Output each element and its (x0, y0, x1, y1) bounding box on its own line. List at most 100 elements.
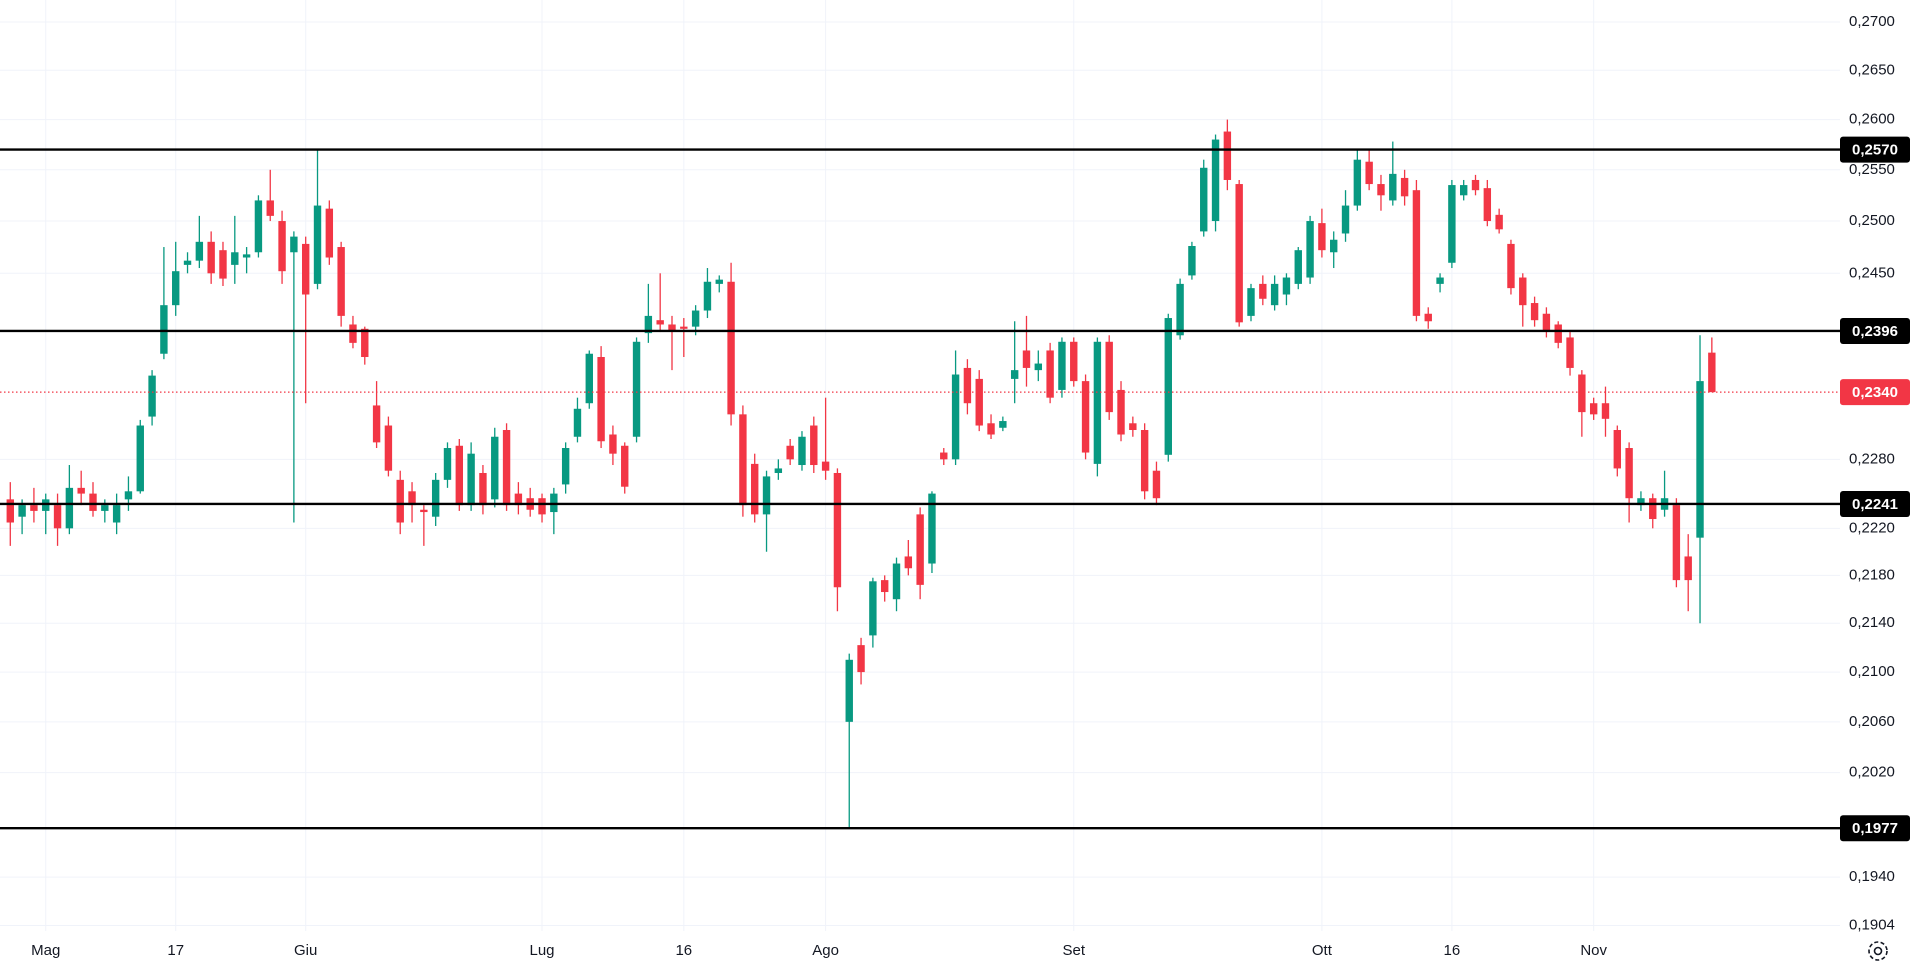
level-label: 0,2396 (1852, 323, 1898, 340)
candle-body (1318, 223, 1326, 251)
candle-body (1140, 430, 1149, 492)
candle-body (1034, 363, 1043, 371)
y-tick-label: 0,1904 (1849, 917, 1895, 934)
candle-body (361, 328, 369, 358)
candle-body (337, 247, 345, 316)
candle-body (1530, 303, 1539, 321)
candle-body (231, 252, 239, 265)
y-tick-label: 0,2450 (1849, 264, 1895, 281)
candle-body (1448, 185, 1456, 263)
candle-body (621, 445, 629, 487)
candle-body (774, 468, 783, 473)
candle-body (1400, 177, 1409, 197)
candle-body (916, 514, 924, 585)
candle-body (1105, 341, 1113, 413)
candle-body (431, 479, 440, 517)
candle-body (656, 320, 664, 325)
candle-body (1259, 283, 1267, 299)
candle-body (160, 305, 168, 354)
last-price-label: 0,2340 (1852, 384, 1898, 401)
candle-body (18, 505, 26, 517)
candle-body (1471, 179, 1480, 191)
candle-body (1708, 352, 1716, 393)
y-tick-label: 0,1940 (1849, 868, 1895, 885)
candle-body (1483, 188, 1492, 222)
candle-body (940, 452, 948, 460)
candle-body (136, 425, 144, 492)
candle-body (1672, 505, 1681, 581)
x-tick-label: 16 (1444, 942, 1461, 959)
candle-body (1093, 341, 1102, 464)
candle-body (124, 491, 133, 500)
candle-body (1282, 277, 1291, 295)
candle-body (242, 254, 251, 258)
level-label: 0,1977 (1852, 820, 1898, 837)
candle-body (89, 493, 97, 511)
candle-body (112, 505, 121, 523)
candle-body (751, 463, 759, 515)
candle-body (313, 205, 322, 284)
candle-body (266, 200, 274, 216)
candle-body (420, 509, 428, 513)
candle-body (1377, 184, 1385, 196)
candle-body (1365, 161, 1373, 185)
candle-body (1353, 159, 1362, 206)
y-tick-label: 0,2700 (1849, 13, 1895, 30)
candle-body (1211, 139, 1220, 222)
x-tick-label: Ott (1312, 942, 1333, 959)
level-label: 0,2570 (1852, 142, 1898, 159)
candle-body (6, 499, 14, 523)
candle-body (101, 505, 109, 511)
candle-body (928, 493, 936, 564)
candle-body (1341, 205, 1350, 234)
level-label: 0,2241 (1852, 496, 1898, 513)
candle-body (963, 367, 972, 404)
candle-body (987, 423, 995, 435)
candle-body (1330, 239, 1338, 253)
candle-body (443, 448, 452, 480)
candle-body (514, 493, 523, 506)
candle-body (857, 645, 865, 673)
x-tick-label: Giu (294, 942, 317, 959)
candle-body (1519, 277, 1527, 306)
candle-body (290, 236, 298, 253)
candle-body (798, 436, 806, 466)
y-tick-label: 0,2220 (1849, 519, 1895, 536)
candle-body (1566, 337, 1574, 368)
candle-body (467, 453, 475, 506)
candle-body (1613, 430, 1622, 469)
candle-body (254, 200, 263, 253)
candle-body (845, 659, 853, 722)
gear-outer (1868, 941, 1888, 961)
candle-body (999, 421, 1007, 428)
candle-body (1164, 318, 1172, 455)
grid (0, 0, 1840, 931)
candle-body (833, 472, 842, 588)
candle-body (1495, 214, 1503, 230)
candle-body (1176, 283, 1184, 336)
candle-body (1601, 403, 1610, 419)
candle-body (810, 425, 818, 466)
x-tick-label: Lug (530, 942, 555, 959)
candle-body (172, 271, 180, 306)
y-tick-label: 0,2100 (1849, 663, 1895, 680)
overlay: 0,2700 0,2650 0,2600 0,2550 0,2500 0,2450 0,22… (0, 13, 1910, 959)
candle-body (278, 221, 286, 272)
candle-body (739, 414, 747, 506)
y-tick-label: 0,2140 (1849, 614, 1895, 631)
candle-body (384, 425, 393, 471)
candle-body (491, 436, 499, 500)
candle-body (1235, 184, 1243, 323)
candle-body (148, 375, 156, 417)
candle-body (479, 472, 487, 506)
x-tick-label: Nov (1580, 942, 1607, 959)
candle-body (786, 445, 794, 460)
x-tick-label: Ago (812, 942, 839, 959)
candle-body (975, 378, 983, 426)
settings-icon[interactable] (1868, 941, 1888, 961)
candle-body (1649, 498, 1657, 520)
candle-body (1578, 374, 1586, 413)
candle-body (207, 241, 215, 274)
